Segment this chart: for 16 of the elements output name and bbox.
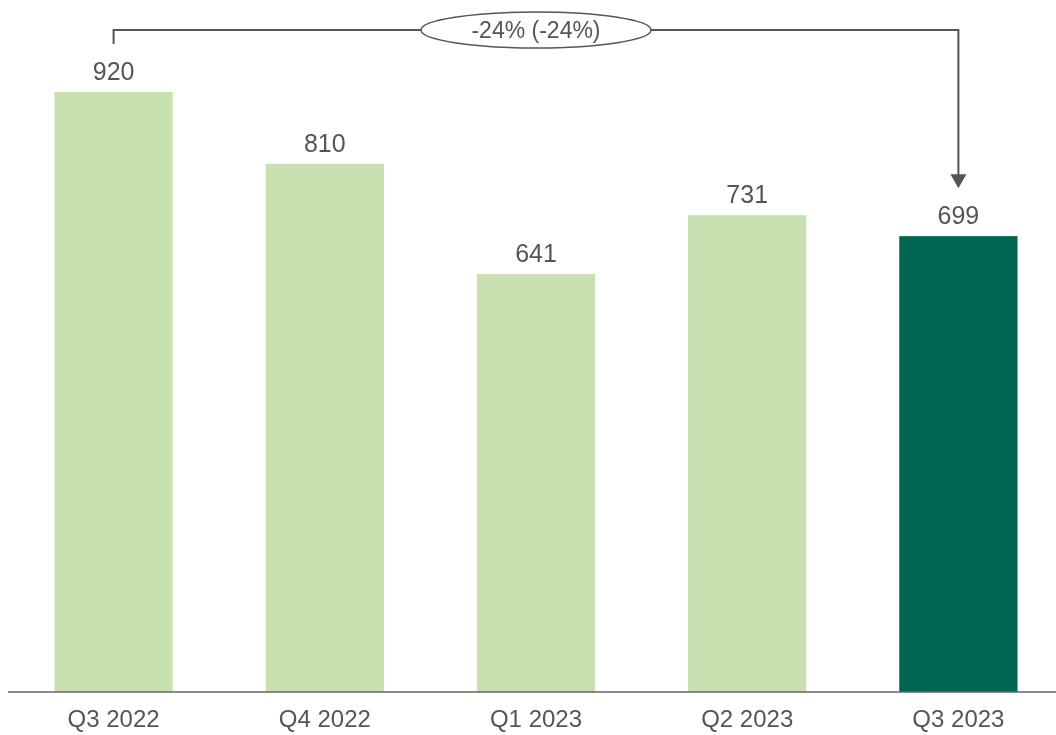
bar xyxy=(476,273,596,692)
bar xyxy=(265,163,384,692)
x-tick-label: Q3 2023 xyxy=(912,705,1005,732)
data-label: 731 xyxy=(726,180,769,209)
data-label: 641 xyxy=(515,238,557,267)
x-tick-label: Q2 2023 xyxy=(701,705,794,732)
data-label: 920 xyxy=(92,57,135,85)
x-tick-label: Q1 2023 xyxy=(489,705,583,732)
bar xyxy=(688,215,807,692)
x-tick-label: Q4 2022 xyxy=(278,705,371,732)
x-tick-label: Q3 2022 xyxy=(67,705,160,732)
bar xyxy=(899,236,1018,692)
text: -24% (-24%) xyxy=(471,17,601,43)
data-label: 699 xyxy=(937,201,980,230)
data-label: 810 xyxy=(303,128,346,157)
bar xyxy=(54,92,173,692)
